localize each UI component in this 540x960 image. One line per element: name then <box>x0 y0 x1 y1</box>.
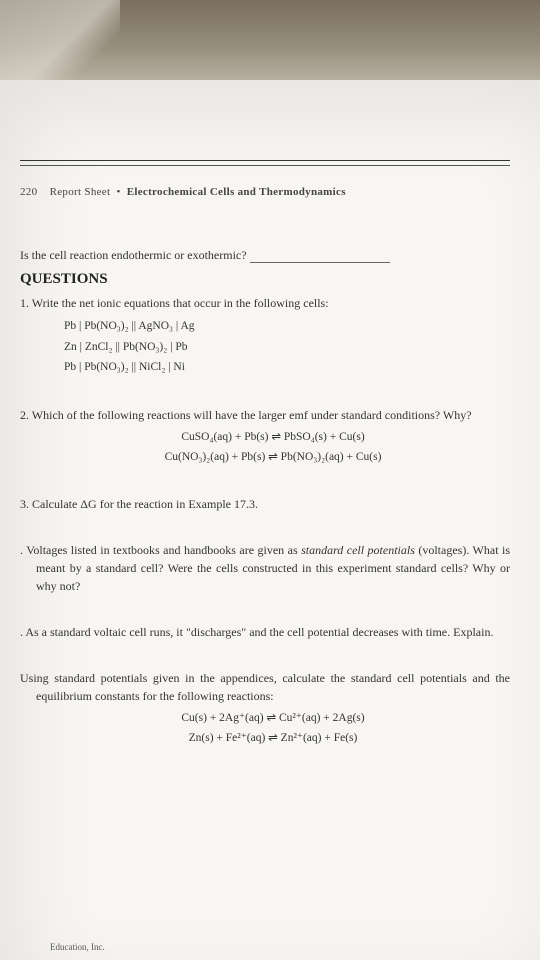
q4-number: . <box>20 543 23 557</box>
intro-question: Is the cell reaction endothermic or exot… <box>20 248 510 263</box>
sheet-label: Report Sheet <box>50 186 111 198</box>
page-header: 220 Report Sheet • Electrochemical Cells… <box>20 186 510 198</box>
q6-eq1: Cu(s) + 2Ag⁺(aq) ⇌ Cu²⁺(aq) + 2Ag(s) <box>36 709 510 729</box>
q6-eq2: Zn(s) + Fe²⁺(aq) ⇌ Zn²⁺(aq) + Fe(s) <box>36 729 510 749</box>
question-4: . Voltages listed in textbooks and handb… <box>20 541 510 595</box>
rule-line-2 <box>20 165 510 166</box>
q6-text: Using standard potentials given in the a… <box>20 671 510 703</box>
q1-cell-2: Zn | ZnCl₂ || Pb(NO₃)₂ | Pb <box>64 337 510 358</box>
q3-text: Calculate ΔG for the reaction in Example… <box>32 497 258 511</box>
q1-text: Write the net ionic equations that occur… <box>32 296 329 310</box>
q2-number: 2. <box>20 408 29 422</box>
q5-number: . <box>20 625 23 639</box>
q1-cells: Pb | Pb(NO₃)₂ || AgNO₃ | Ag Zn | ZnCl₂ |… <box>36 316 510 378</box>
document-page: 220 Report Sheet • Electrochemical Cells… <box>0 80 540 960</box>
q2-eq1: CuSO₄(aq) + Pb(s) ⇌ PbSO₄(s) + Cu(s) <box>36 428 510 448</box>
q5-text: As a standard voltaic cell runs, it "dis… <box>25 625 493 639</box>
q1-number: 1. <box>20 296 29 310</box>
q2-text: Which of the following reactions will ha… <box>32 408 472 422</box>
footer-text: Education, Inc. <box>50 942 105 952</box>
answer-blank <box>250 262 390 263</box>
q2-eq2: Cu(NO₃)₂(aq) + Pb(s) ⇌ Pb(NO₃)₂(aq) + Cu… <box>36 448 510 468</box>
page-number: 220 <box>20 186 37 198</box>
section-heading: QUESTIONS <box>20 271 510 288</box>
intro-question-text: Is the cell reaction endothermic or exot… <box>20 248 247 262</box>
q4-italic: standard cell potentials <box>301 543 415 557</box>
q1-cell-1: Pb | Pb(NO₃)₂ || AgNO₃ | Ag <box>64 316 510 337</box>
question-3: 3. Calculate ΔG for the reaction in Exam… <box>20 495 510 513</box>
doc-title: Electrochemical Cells and Thermodynamics <box>127 186 346 198</box>
question-5: . As a standard voltaic cell runs, it "d… <box>20 623 510 641</box>
question-1: 1. Write the net ionic equations that oc… <box>20 294 510 378</box>
question-6: Using standard potentials given in the a… <box>20 669 510 748</box>
rule-line-1 <box>20 160 510 161</box>
separator: • <box>116 186 120 198</box>
q3-number: 3. <box>20 497 29 511</box>
q2-equations: CuSO₄(aq) + Pb(s) ⇌ PbSO₄(s) + Cu(s) Cu(… <box>36 428 510 467</box>
q1-cell-3: Pb | Pb(NO₃)₂ || NiCl₂ | Ni <box>64 357 510 378</box>
question-2: 2. Which of the following reactions will… <box>20 406 510 467</box>
q6-equations: Cu(s) + 2Ag⁺(aq) ⇌ Cu²⁺(aq) + 2Ag(s) Zn(… <box>36 709 510 748</box>
